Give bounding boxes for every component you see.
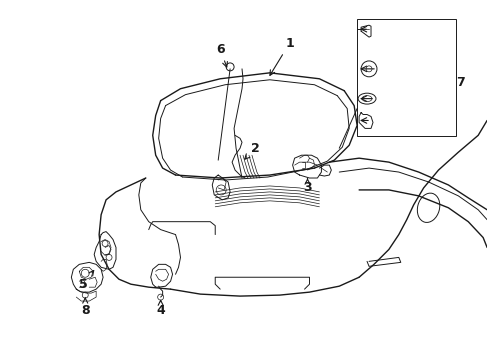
Text: 1: 1 bbox=[269, 37, 293, 75]
Text: 2: 2 bbox=[244, 142, 259, 159]
Text: 7: 7 bbox=[455, 76, 464, 89]
Text: 5: 5 bbox=[79, 270, 94, 291]
Text: 6: 6 bbox=[215, 42, 227, 67]
Bar bbox=[356, 19, 455, 136]
Text: 3: 3 bbox=[303, 179, 311, 194]
Text: 4: 4 bbox=[156, 300, 164, 318]
Text: 8: 8 bbox=[81, 298, 89, 318]
